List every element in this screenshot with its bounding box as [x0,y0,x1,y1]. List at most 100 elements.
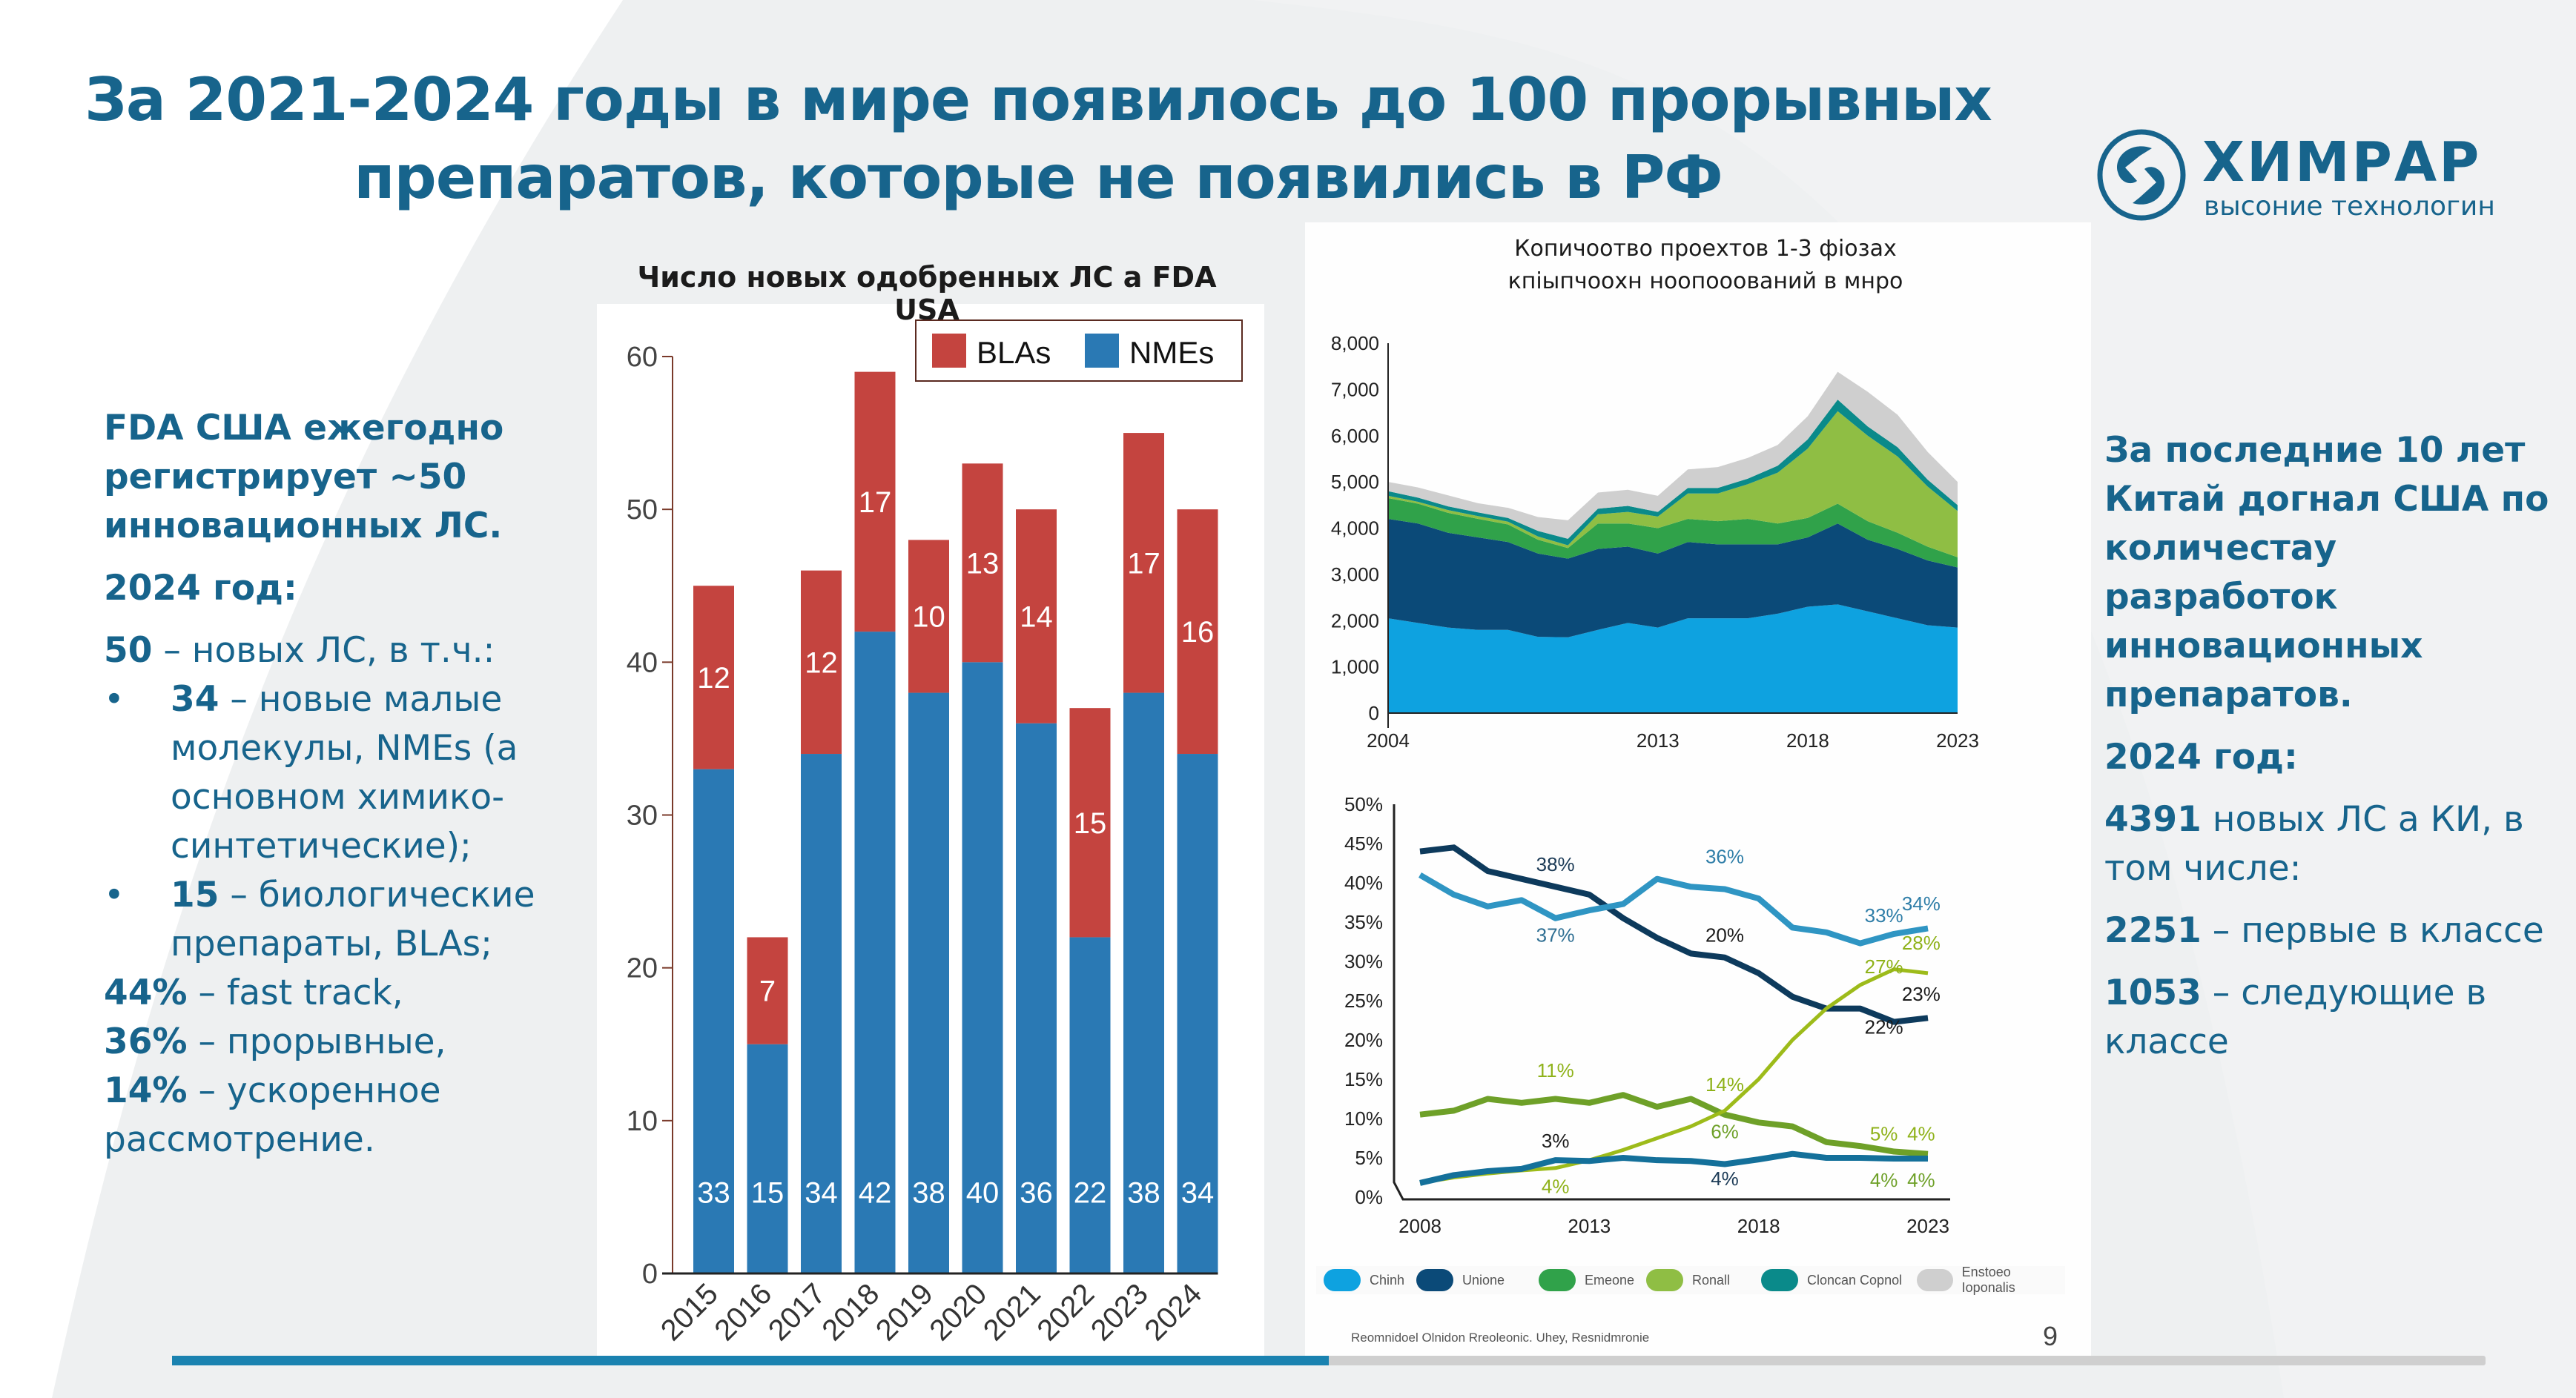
company-logo: ХИМРАР высоние технологин [2091,126,2506,230]
left-summary: FDA США ежегодно регистрирует ~50 иннова… [104,404,578,1165]
bar-nmes [693,769,734,1273]
left-total: 50 – новых ЛС, в т.ч.: [104,626,578,675]
legend-swatch [1539,1269,1576,1291]
line-chinh [1418,872,1929,947]
left-year: 2024 год: [104,568,297,609]
x-tick-label: 2018 [816,1277,885,1347]
x-tick-label: 2023 [1906,1215,1949,1237]
legend-label: Emeone [1585,1272,1635,1288]
legend-swatch [1646,1269,1683,1291]
stat-item: 14% – ускоренное рассмотрение. [104,1067,578,1165]
data-label: 34% [1902,892,1941,915]
legend-label: Ronall [1692,1272,1731,1288]
area-enstoeo-ioponalis [1388,371,1958,539]
data-label: 28% [1902,932,1941,954]
legend-swatch [1917,1269,1953,1291]
legend-item: Enstoeo Ioponalis [1917,1265,2065,1295]
x-tick-label: 2018 [1737,1215,1780,1237]
chart-legend: Chinh Unione Emeone Ronall Cloncan Copnol Ens… [1316,1265,2065,1295]
y-tick-label: 20 [627,953,658,984]
bar-blas [1016,509,1057,723]
data-label: 33% [1865,904,1903,927]
data-label: 23% [1902,983,1941,1005]
legend-item: Emeone [1539,1266,1634,1294]
bar-nmes [1177,754,1218,1273]
y-tick-label: 20% [1344,1029,1383,1051]
stat-item: 44% – fast track, [104,969,578,1018]
bar-label-nmes: 40 [966,1177,1000,1210]
bar-nmes [1016,723,1057,1273]
source-footnote: Reomnidoel Olnidon Rreoleonic. Uhey, Res… [1351,1331,1650,1345]
bar-label-blas: 10 [912,600,945,633]
pipeline-charts-panel [1305,222,2091,1356]
x-tick-label: 2008 [1398,1215,1441,1237]
x-tick-label: 2016 [708,1277,778,1347]
line-unione [1419,844,1929,1025]
y-tick-label: 45% [1344,832,1383,855]
bar-label-blas: 7 [759,975,776,1008]
x-tick-label: 2023 [1936,729,1979,752]
y-tick-label: 30% [1344,950,1383,973]
bar-nmes [962,662,1003,1273]
stat-text: – ускоренное рассмотрение. [104,1070,441,1160]
y-tick-label: 50% [1344,793,1383,815]
right-item-text: – следующие в классе [2104,973,2487,1062]
bar-blas [1069,708,1111,938]
bullet-icon: • [104,875,125,915]
bar-nmes [908,692,949,1273]
bar-label-nmes: 22 [1074,1177,1107,1210]
x-tick-label: 2015 [655,1277,724,1347]
data-label: 14% [1705,1073,1744,1096]
bar-blas [693,586,734,769]
area-chart-title-line-2: кпiыпчоохн ноопоoований в мнро [1507,268,1903,294]
right-item-number: 2251 [2104,910,2202,951]
legend-item: Ronall [1646,1266,1730,1294]
y-tick-label: 60 [627,342,658,373]
data-label: 20% [1705,924,1744,947]
bullet-number: 15 [171,875,219,915]
y-tick-label: 8,000 [1331,332,1379,354]
bar-legend: BLAs NMEs [915,319,1243,382]
data-label: 36% [1705,846,1744,868]
area-ronall [1388,411,1958,557]
legend-label-blas: BLAs [977,335,1051,370]
y-tick-label: 3,000 [1331,563,1379,586]
data-label: 4% [1907,1169,1935,1191]
x-tick-label: 2023 [1085,1277,1155,1347]
bar-label-blas: 13 [966,547,1000,580]
bullet-number: 34 [171,679,219,720]
legend-label-nmes: NMEs [1129,335,1214,370]
legend-box [915,319,1243,382]
bar-label-blas: 15 [1074,807,1107,840]
bar-label-nmes: 34 [1181,1177,1215,1210]
bullet-text: – новые малые молекулы, NMEs (а основном… [171,679,518,867]
y-tick-label: 50 [627,494,658,526]
legend-label: Cloncan Copnol [1807,1272,1903,1288]
y-tick-label: 5,000 [1331,471,1379,493]
area-unione [1388,519,1958,637]
right-item-number: 1053 [2104,973,2202,1013]
stat-text: – fast track, [187,973,403,1013]
x-tick-label: 2021 [977,1277,1047,1347]
y-tick-label: 1,000 [1331,656,1379,678]
x-tick-label: 2013 [1637,729,1680,752]
bullet-item: • 34 – новые малые молекулы, NMEs (а осно… [104,675,578,871]
x-tick-label: 2018 [1786,729,1829,752]
bar-blas [747,937,788,1044]
data-label: 4% [1870,1169,1898,1191]
bar-nmes [1123,692,1164,1273]
data-label: 3% [1542,1130,1570,1152]
data-label: 27% [1865,955,1903,978]
slide-progress-bar [172,1356,2486,1365]
total-number: 50 [104,630,153,671]
y-tick-label: 35% [1344,911,1383,933]
y-tick-label: 7,000 [1331,378,1379,400]
data-label: 38% [1536,853,1575,875]
logo-tagline: высоние технологин [2204,191,2495,222]
x-tick-label: 2004 [1367,729,1410,752]
line-emeone [1419,1092,1929,1157]
bullet-icon: • [104,679,125,720]
logo-name: ХИМРАР [2202,130,2482,194]
data-label: 22% [1865,1016,1903,1038]
y-tick-label: 0 [1369,702,1379,724]
